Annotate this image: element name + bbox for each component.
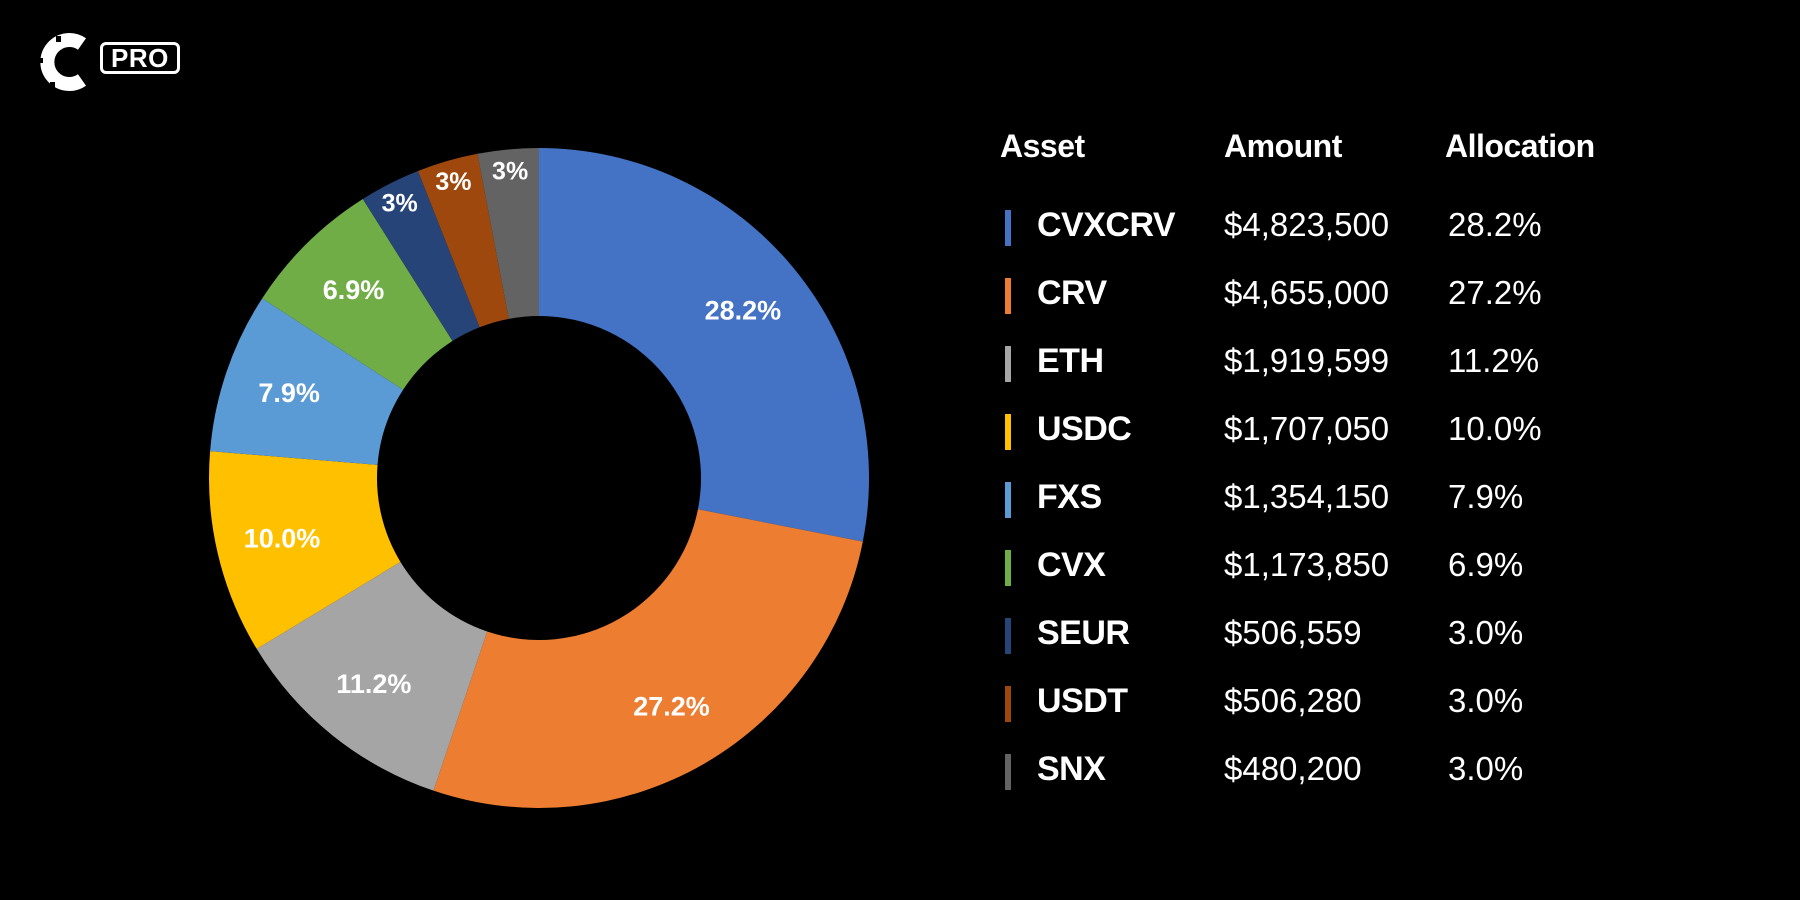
donut-slice-snx	[477, 148, 539, 319]
donut-slice-fxs	[210, 298, 404, 465]
table-row: ETH $1,919,599 11.2%	[1000, 336, 1720, 404]
legend-swatch	[1005, 754, 1011, 790]
legend-swatch	[1005, 686, 1011, 722]
asset-amount: $1,354,150	[1224, 478, 1390, 515]
table-row: CVX $1,173,850 6.9%	[1000, 540, 1720, 608]
asset-name: USDT	[1037, 682, 1128, 720]
asset-name: CVX	[1037, 546, 1106, 584]
donut-slice-cvxcrv	[539, 148, 870, 542]
legend-swatch	[1005, 550, 1011, 586]
data-label-snx: 3%	[492, 157, 528, 185]
logo-c-icon	[37, 33, 87, 91]
donut-slice-eth	[256, 561, 488, 791]
legend-swatch	[1005, 414, 1011, 450]
asset-name: SEUR	[1037, 614, 1130, 652]
asset-allocation: 10.0%	[1448, 410, 1542, 447]
legend-swatch	[1005, 346, 1011, 382]
asset-allocation: 28.2%	[1448, 206, 1542, 243]
pro-badge: PRO	[100, 42, 180, 74]
donut-slice-usdc	[208, 451, 401, 649]
asset-amount: $4,823,500	[1224, 206, 1390, 243]
table-row: USDT $506,280 3.0%	[1000, 676, 1720, 744]
asset-allocation: 3.0%	[1448, 750, 1524, 787]
table-row: CRV $4,655,000 27.2%	[1000, 268, 1720, 336]
donut-slice-seur	[362, 170, 480, 342]
asset-name: ETH	[1037, 342, 1104, 380]
table-row: SNX $480,200 3.0%	[1000, 744, 1720, 812]
legend-swatch	[1005, 278, 1011, 314]
asset-allocation: 27.2%	[1448, 274, 1542, 311]
legend-swatch	[1005, 618, 1011, 654]
asset-name: FXS	[1037, 478, 1102, 516]
data-label-crv: 27.2%	[633, 691, 710, 721]
table-row: CVXCRV $4,823,500 28.2%	[1000, 200, 1720, 268]
donut-slice-crv	[433, 509, 863, 809]
asset-amount: $1,919,599	[1224, 342, 1390, 379]
data-label-usdc: 10.0%	[244, 524, 321, 554]
data-label-seur: 3%	[382, 189, 418, 217]
asset-allocation: 11.2%	[1448, 342, 1540, 379]
asset-name: CRV	[1037, 274, 1107, 312]
legend-swatch	[1005, 482, 1011, 518]
asset-allocation: 6.9%	[1448, 546, 1524, 583]
data-label-eth: 11.2%	[336, 669, 411, 699]
data-label-cvx: 6.9%	[323, 275, 385, 305]
column-header-asset: Asset	[1000, 128, 1085, 164]
donut-slice-usdt	[417, 153, 509, 328]
asset-amount: $506,559	[1224, 614, 1362, 651]
logo: PRO	[36, 32, 186, 92]
asset-allocation: 3.0%	[1448, 682, 1524, 719]
donut-slice-cvx	[262, 198, 453, 390]
asset-allocation: 3.0%	[1448, 614, 1524, 651]
table-row: USDC $1,707,050 10.0%	[1000, 404, 1720, 472]
asset-amount: $4,655,000	[1224, 274, 1390, 311]
asset-amount: $1,173,850	[1224, 546, 1390, 583]
asset-amount: $506,280	[1224, 682, 1362, 719]
asset-allocation: 7.9%	[1448, 478, 1524, 515]
data-label-usdt: 3%	[435, 168, 471, 196]
asset-amount: $1,707,050	[1224, 410, 1390, 447]
asset-name: CVXCRV	[1037, 206, 1176, 244]
table-row: FXS $1,354,150 7.9%	[1000, 472, 1720, 540]
table-row: SEUR $506,559 3.0%	[1000, 608, 1720, 676]
asset-name: USDC	[1037, 410, 1132, 448]
legend-swatch	[1005, 210, 1011, 246]
data-label-fxs: 7.9%	[258, 378, 320, 408]
asset-amount: $480,200	[1224, 750, 1362, 787]
column-header-amount: Amount	[1224, 128, 1342, 164]
donut-chart: 28.2% 27.2% 11.2% 10.0% 7.9% 6.9% 3% 3% 3%	[208, 148, 870, 809]
asset-name: SNX	[1037, 750, 1106, 788]
data-label-cvxcrv: 28.2%	[705, 295, 782, 325]
column-header-allocation: Allocation	[1445, 128, 1595, 164]
